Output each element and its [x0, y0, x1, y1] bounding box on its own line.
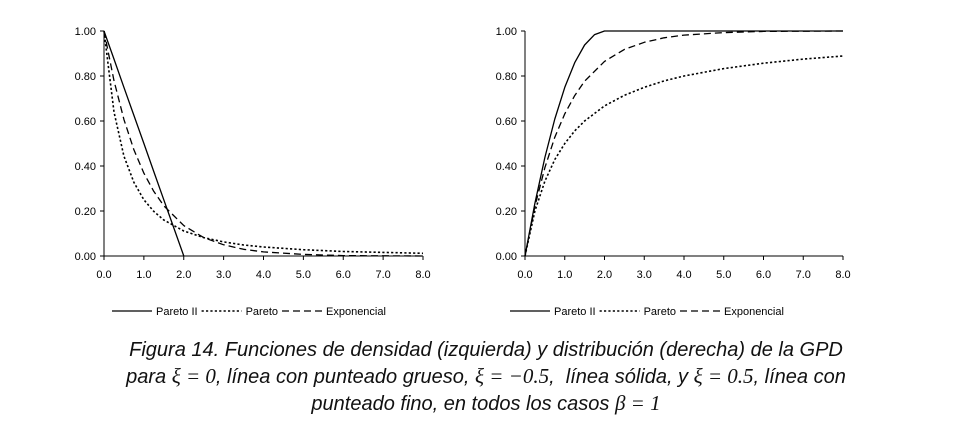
right-distribution-chart: 0.00 0.20 0.40 0.60 0.80 1.00 0.0 1.0 2.0 3.0 4.0 5…	[496, 26, 851, 318]
caption-text-linea-con: , línea con	[753, 366, 846, 388]
caption-text-para: para	[126, 366, 172, 388]
left-y-tick-label: 0.80	[75, 71, 96, 83]
right-x-tick-label: 4.0	[676, 269, 691, 281]
caption-math-xi-0: ξ = 0	[171, 364, 216, 388]
left-y-tick-label: 1.00	[75, 26, 96, 38]
left-y-tick-label: 0.40	[75, 161, 96, 173]
left-legend-label: Pareto II	[156, 306, 198, 318]
caption-line-2: para ξ = 0, línea con punteado grueso, ξ…	[0, 363, 972, 390]
right-series-exponencial	[524, 30, 844, 257]
figure-caption: Figura 14. Funciones de densidad (izquie…	[0, 337, 972, 417]
right-x-tick-label: 6.0	[756, 269, 771, 281]
left-density-chart: 0.00 0.20 0.40 0.60 0.80 1.00 0.0 1.0 2.0 3.0 4.0 5…	[75, 26, 431, 318]
right-y-tick-label: 0.40	[496, 161, 517, 173]
left-x-tick-label: 0.0	[96, 269, 111, 281]
right-x-tick-label: 1.0	[557, 269, 572, 281]
caption-text-solida: , línea sólida, y	[549, 366, 694, 388]
left-y-tick-label: 0.60	[75, 116, 96, 128]
left-x-tick-label: 8.0	[415, 269, 430, 281]
caption-text-punteado-fino: punteado fino, en todos los casos	[311, 393, 615, 415]
right-series-pareto-ii	[524, 30, 843, 257]
right-legend-label: Pareto	[644, 306, 676, 318]
left-legend-label: Exponencial	[326, 306, 386, 318]
right-x-tick-label: 5.0	[716, 269, 731, 281]
left-x-tick-label: 3.0	[216, 269, 231, 281]
right-y-tick-label: 0.80	[496, 71, 517, 83]
caption-math-xi-neg: ξ = −0.5	[475, 364, 550, 388]
caption-line-1-text: Figura 14. Funciones de densidad (izquie…	[129, 339, 843, 361]
right-y-tick-label: 1.00	[496, 26, 517, 38]
left-legend-label: Pareto	[246, 306, 278, 318]
right-x-tick-label: 2.0	[597, 269, 612, 281]
left-series-pareto-ii	[103, 30, 185, 257]
right-y-tick-label: 0.00	[496, 251, 517, 263]
caption-text-grueso: , línea con punteado grueso,	[215, 366, 475, 388]
caption-math-beta: β = 1	[614, 391, 661, 415]
left-x-tick-label: 2.0	[176, 269, 191, 281]
caption-line-1: Figura 14. Funciones de densidad (izquie…	[0, 337, 972, 363]
figure-panels: 0.00 0.20 0.40 0.60 0.80 1.00 0.0 1.0 2.0 3.0 4.0 5…	[75, 26, 851, 318]
right-legend-label: Exponencial	[724, 306, 784, 318]
right-x-tick-label: 3.0	[637, 269, 652, 281]
right-series-pareto	[524, 55, 844, 257]
left-series-pareto	[103, 30, 424, 255]
left-x-tick-label: 5.0	[296, 269, 311, 281]
right-y-tick-label: 0.20	[496, 206, 517, 218]
left-y-tick-label: 0.00	[75, 251, 96, 263]
right-x-tick-label: 0.0	[517, 269, 532, 281]
caption-math-xi-pos: ξ = 0.5	[693, 364, 754, 388]
left-x-tick-label: 6.0	[336, 269, 351, 281]
right-y-tick-label: 0.60	[496, 116, 517, 128]
right-x-tick-label: 8.0	[835, 269, 850, 281]
left-x-tick-label: 4.0	[256, 269, 271, 281]
right-x-tick-label: 7.0	[796, 269, 811, 281]
left-x-tick-label: 1.0	[136, 269, 151, 281]
caption-line-3: punteado fino, en todos los casos β = 1	[0, 390, 972, 417]
right-legend-label: Pareto II	[554, 306, 596, 318]
left-y-tick-label: 0.20	[75, 206, 96, 218]
left-x-tick-label: 7.0	[375, 269, 390, 281]
left-series-exponencial	[103, 30, 424, 257]
